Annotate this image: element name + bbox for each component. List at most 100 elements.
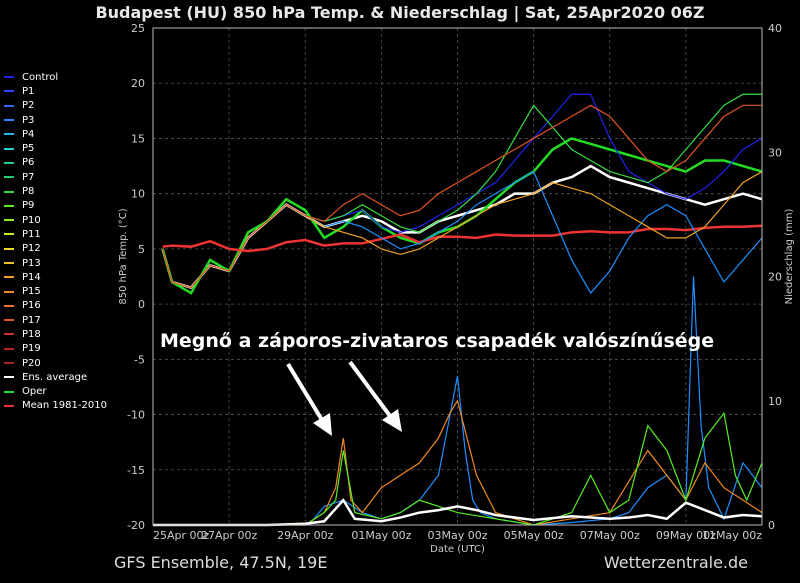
- annotation-arrow-2: [348, 360, 392, 418]
- legend-label: P17: [22, 314, 41, 326]
- legend-swatch: [4, 347, 14, 350]
- legend-item: P5: [4, 141, 107, 155]
- y-tick-label: 5: [138, 243, 145, 256]
- x-axis-label: Date (UTC): [430, 544, 485, 555]
- legend-swatch: [4, 119, 14, 122]
- legend-swatch: [4, 104, 14, 107]
- legend-swatch: [4, 133, 14, 136]
- x-tick-label: 03May 00z: [427, 529, 487, 542]
- y2-tick-label: 10: [768, 395, 782, 408]
- legend-label: P5: [22, 143, 35, 155]
- y-tick-label: -15: [127, 464, 145, 477]
- legend-item: P15: [4, 284, 107, 298]
- precip-line: [153, 276, 763, 526]
- temp-line: [161, 93, 762, 289]
- grid: [152, 27, 763, 526]
- legend-swatch: [4, 76, 14, 79]
- legend-item: P19: [4, 342, 107, 356]
- y-tick-label: 20: [131, 77, 145, 90]
- y-axis-label: 850 hPa Temp. (°C): [118, 208, 129, 304]
- legend-label: P9: [22, 200, 35, 212]
- legend-item: P1: [4, 84, 107, 98]
- annotation-group: Megnő a záporos-zivataros csapadék valós…: [160, 330, 714, 436]
- x-tick-label: 09May 00z: [656, 529, 716, 542]
- legend-swatch: [4, 219, 14, 222]
- legend-label: P12: [22, 243, 41, 255]
- legend-label: Mean 1981-2010: [22, 400, 107, 412]
- y-tick-label: 15: [131, 132, 145, 145]
- legend-swatch: [4, 204, 14, 207]
- legend-item: P4: [4, 127, 107, 141]
- legend-item: P9: [4, 199, 107, 213]
- legend-swatch: [4, 376, 14, 379]
- legend-item: P13: [4, 256, 107, 270]
- legend-swatch: [4, 276, 14, 279]
- temp-line: [161, 104, 762, 289]
- annotation-arrowhead-2: [382, 409, 402, 432]
- legend-label: P1: [22, 85, 35, 97]
- x-tick-label: 07May 00z: [580, 529, 640, 542]
- legend-label: Ens. average: [22, 371, 88, 383]
- x-tick-label: 25Apr 00z: [153, 529, 210, 542]
- legend-label: P18: [22, 328, 41, 340]
- legend-item: P12: [4, 242, 107, 256]
- y-tick-label: 10: [131, 188, 145, 201]
- legend-item: Mean 1981-2010: [4, 399, 107, 413]
- legend-item: P20: [4, 356, 107, 370]
- legend-swatch: [4, 176, 14, 179]
- legend-item: P17: [4, 313, 107, 327]
- legend-item: Oper: [4, 385, 107, 399]
- plot-frame: [152, 27, 763, 526]
- temp-line: [162, 224, 763, 253]
- legend-label: P7: [22, 171, 35, 183]
- temp-line: [161, 164, 763, 289]
- legend-item: P11: [4, 227, 107, 241]
- footer-credit: Wetterzentrale.de: [603, 553, 748, 572]
- temp-line: [161, 170, 763, 295]
- legend-item: P18: [4, 327, 107, 341]
- legend-label: Control: [22, 71, 59, 83]
- x-tick-label: 27Apr 00z: [201, 529, 258, 542]
- legend-label: P11: [22, 228, 41, 240]
- legend-swatch: [4, 147, 14, 150]
- legend-swatch: [4, 290, 14, 293]
- chart-title: Budapest (HU) 850 hPa Temp. & Niederschl…: [95, 3, 705, 22]
- legend-swatch: [4, 333, 14, 336]
- legend-swatch: [4, 262, 14, 264]
- legend-swatch: [4, 161, 14, 164]
- annotation-arrowhead-1: [313, 413, 332, 436]
- x-tick-label: 11May 00z: [702, 529, 762, 542]
- temp-line: [161, 137, 763, 295]
- legend-item: P16: [4, 299, 107, 313]
- legend-item: P2: [4, 99, 107, 113]
- x-tick-label: 29Apr 00z: [277, 529, 334, 542]
- legend-swatch: [4, 190, 14, 193]
- legend-label: P13: [22, 257, 41, 269]
- legend-label: P2: [22, 100, 35, 112]
- x-tick-label: 01May 00z: [351, 529, 411, 542]
- legend-item: P14: [4, 270, 107, 284]
- series-layer: [153, 93, 763, 527]
- annotation-text: Megnő a záporos-zivataros csapadék valós…: [160, 330, 714, 352]
- legend-swatch: [4, 247, 14, 250]
- legend: Control P1 P2 P3 P4 P5 P6 P7 P8 P9 P10 P11 P12 P13 P14…: [4, 70, 107, 413]
- legend-item: P3: [4, 113, 107, 127]
- legend-label: P20: [22, 357, 41, 369]
- y-tick-label: -5: [134, 353, 145, 366]
- precip-line: [153, 498, 763, 527]
- y2-tick-label: 20: [768, 271, 782, 284]
- legend-item: P6: [4, 156, 107, 170]
- legend-label: P3: [22, 114, 35, 126]
- legend-item: Control: [4, 70, 107, 84]
- x-tick-label: 05May 00z: [504, 529, 564, 542]
- legend-label: P4: [22, 128, 35, 140]
- footer-source: GFS Ensemble, 47.5N, 19E: [114, 553, 328, 572]
- precip-line: [153, 399, 763, 526]
- legend-label: P6: [22, 157, 35, 169]
- y2-tick-label: 0: [768, 519, 775, 532]
- legend-item: P8: [4, 184, 107, 198]
- legend-swatch: [4, 362, 14, 365]
- legend-label: P10: [22, 214, 41, 226]
